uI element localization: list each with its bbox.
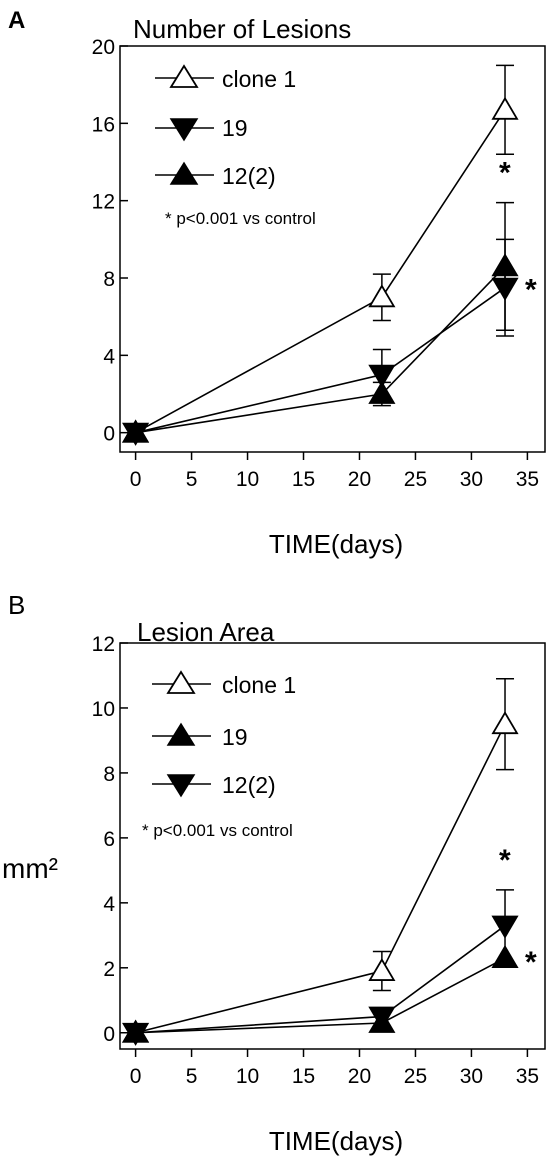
y-tick-label: 4	[103, 893, 115, 916]
y-tick-label: 8	[103, 268, 115, 291]
data-point	[368, 284, 396, 308]
series-line	[135, 957, 506, 1034]
y-tick-label: 8	[103, 763, 115, 786]
y-tick-label: 12	[92, 191, 115, 214]
legend-label: 19	[222, 724, 248, 750]
data-point	[368, 364, 396, 388]
y-tick-label: 0	[103, 1023, 115, 1046]
x-tick-label: 10	[236, 1065, 259, 1088]
x-tick-label: 15	[292, 1065, 315, 1088]
data-point	[491, 711, 519, 735]
axes: 0 5 10 15 20 25 30 35 0 4 8 12 16 20	[92, 36, 539, 491]
x-tick-label: 0	[130, 468, 142, 491]
data-point	[122, 419, 150, 443]
x-tick-label: 35	[516, 1065, 539, 1088]
x-tick-label: 5	[186, 468, 198, 491]
plot-frame	[119, 642, 546, 1050]
plot-frame	[119, 45, 546, 453]
triangle-up-filled-icon	[169, 161, 199, 185]
legend-item: clone 1	[155, 64, 296, 92]
significance-asterisk: *	[499, 844, 511, 877]
legend: clone 1 19 12(2)	[152, 670, 296, 798]
significance-asterisk: *	[525, 946, 537, 979]
x-tick-label: 30	[460, 1065, 483, 1088]
data-marks: **	[122, 64, 537, 446]
significance-asterisk: *	[499, 157, 511, 190]
data-point	[491, 944, 519, 968]
x-axis-label: TIME(days)	[269, 1126, 403, 1156]
triangle-down-filled-icon	[169, 118, 199, 142]
y-tick-label: 10	[92, 698, 115, 721]
x-tick-label: 10	[236, 468, 259, 491]
x-tick-label: 5	[186, 1065, 198, 1088]
data-point	[491, 277, 519, 301]
legend-label: clone 1	[222, 66, 296, 92]
y-tick-label: 6	[103, 828, 115, 851]
panel-label-a: A	[8, 7, 25, 34]
significance-note: * p<0.001 vs control	[165, 209, 316, 228]
y-tick-label: 0	[103, 423, 115, 446]
data-point	[368, 1006, 396, 1030]
data-point	[122, 1022, 150, 1046]
y-tick-label: 20	[92, 36, 115, 59]
x-tick-label: 15	[292, 468, 315, 491]
legend-item: 12(2)	[152, 772, 276, 798]
x-tick-label: 0	[130, 1065, 142, 1088]
series-line	[135, 109, 506, 434]
triangle-down-filled-icon	[166, 774, 196, 798]
x-tick-label: 20	[348, 468, 371, 491]
legend-label: 12(2)	[222, 163, 276, 189]
x-tick-label: 30	[460, 468, 483, 491]
data-marks: **	[122, 677, 537, 1046]
y-tick-label: 4	[103, 345, 115, 368]
y-tick-label: 12	[92, 633, 115, 656]
significance-asterisk: *	[525, 274, 537, 307]
axes: 0 5 10 15 20 25 30 35 0 2 4 6 8 10 12	[92, 633, 539, 1088]
legend-item: clone 1	[152, 670, 296, 698]
triangle-up-open-icon	[166, 670, 196, 694]
y-tick-label: 2	[103, 958, 115, 981]
panel-b: B Lesion Area TIME(days) mm² * p<0.001 v…	[2, 590, 546, 1156]
legend-item: 12(2)	[155, 161, 276, 189]
legend-label: 19	[222, 115, 248, 141]
data-point	[491, 253, 519, 277]
legend-label: 12(2)	[222, 772, 276, 798]
x-tick-label: 35	[516, 468, 539, 491]
x-tick-label: 20	[348, 1065, 371, 1088]
triangle-up-open-icon	[169, 64, 199, 88]
x-tick-label: 25	[404, 1065, 427, 1088]
data-point	[491, 915, 519, 939]
data-point	[491, 96, 519, 120]
legend-label: clone 1	[222, 672, 296, 698]
y-tick-label: 16	[92, 113, 115, 136]
legend-item: 19	[155, 115, 248, 142]
series-line	[135, 265, 506, 434]
series-line	[135, 287, 506, 434]
data-point	[368, 957, 396, 981]
panel-label-b: B	[8, 590, 25, 620]
significance-note: * p<0.001 vs control	[142, 821, 293, 840]
triangle-up-filled-icon	[166, 722, 196, 746]
panel-a: A Number of Lesions TIME(days) * p<0.001…	[8, 7, 546, 559]
series-line	[135, 924, 506, 1034]
y-axis-label: mm²	[2, 853, 58, 884]
legend: clone 1 19 12(2)	[155, 64, 296, 189]
x-axis-label: TIME(days)	[269, 529, 403, 559]
x-tick-label: 25	[404, 468, 427, 491]
legend-item: 19	[152, 722, 248, 750]
chart-title: Lesion Area	[137, 617, 275, 647]
data-point	[368, 380, 396, 404]
chart-title: Number of Lesions	[133, 14, 351, 44]
